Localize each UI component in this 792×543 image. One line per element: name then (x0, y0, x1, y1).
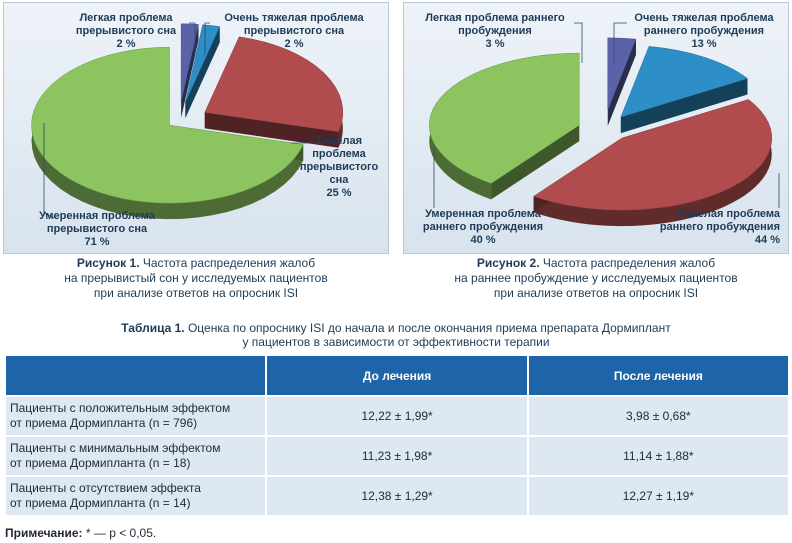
pie-slice-top (429, 52, 580, 184)
chart1-label-moderate: Умеренная проблема прерывистого сна 71 % (39, 210, 155, 248)
chart1-label-very-severe: Очень тяжелая проблема прерывистого сна … (224, 12, 364, 50)
figure-1-text: Частота распределения жалоб на прерывист… (64, 256, 328, 300)
figure-2-text: Частота распределения жалоб на раннее пр… (454, 256, 738, 300)
row-value-after: 11,14 ± 1,88* (526, 435, 791, 477)
pie-slice-wall (204, 112, 339, 148)
table-header-empty (3, 354, 268, 397)
row-value-after: 12,27 ± 1,19* (526, 475, 791, 517)
pie-slice-top (185, 24, 221, 103)
figure-1-caption: Рисунок 1. Частота распределения жалоб н… (3, 256, 389, 301)
row-value-before: 11,23 ± 1,98* (265, 435, 529, 477)
row-value-before: 12,22 ± 1,99* (265, 395, 529, 437)
chart-panel-2: Легкая проблема раннего пробуждения 3 % … (403, 2, 789, 254)
pie-slice (31, 46, 304, 220)
pie-slice-top (180, 23, 199, 102)
pie-slice-top (620, 46, 749, 118)
chart2-label-light: Легкая проблема раннего пробуждения 3 % (425, 12, 565, 50)
chart-panel-1: Легкая проблема прерывистого сна 2 % Оче… (3, 2, 389, 254)
table-note: Примечание: * — p < 0,05. (5, 526, 156, 540)
note-text: * — p < 0,05. (82, 526, 157, 540)
pie-chart-1 (31, 22, 344, 220)
pie-slice (204, 36, 344, 148)
figure-2-number: Рисунок 2. (476, 256, 540, 270)
pie-slice-top (533, 99, 772, 211)
leader-line (574, 22, 583, 63)
pie-slice (620, 46, 749, 134)
chart1-label-severe: Тяжелая проблема прерывистого сна 25 % (299, 135, 379, 199)
table-row: Пациенты с положительным эффектом от при… (3, 395, 791, 437)
table-row: Пациенты с отсутствием эффекта от приема… (3, 475, 791, 517)
pie-slice (607, 37, 637, 126)
isi-table: До лечения После лечения Пациенты с поло… (3, 354, 791, 517)
figure-2-caption: Рисунок 2. Частота распределения жалоб н… (403, 256, 789, 301)
leader-line (189, 22, 196, 55)
pie-slice-top (204, 36, 344, 133)
figure-1-number: Рисунок 1. (76, 256, 140, 270)
chart2-label-very-severe: Очень тяжелая проблема раннего пробужден… (634, 12, 774, 50)
pie-slice-wall (181, 24, 199, 118)
table-row: Пациенты с минимальным эффектом от прием… (3, 435, 791, 477)
row-label: Пациенты с положительным эффектом от при… (3, 395, 268, 437)
pie-slice (533, 99, 772, 227)
pie-slice-top (607, 37, 637, 110)
table-number: Таблица 1. (121, 321, 185, 335)
pie-slice-wall (185, 26, 220, 119)
table-header-after: После лечения (526, 354, 791, 397)
pie-slice-side (533, 99, 772, 227)
pie-chart-2 (429, 22, 780, 227)
row-value-after: 3,98 ± 0,68* (526, 395, 791, 437)
row-label: Пациенты с минимальным эффектом от прием… (3, 435, 268, 477)
leader-line (43, 123, 55, 219)
pie-slice (429, 52, 580, 200)
pie-slice (180, 23, 199, 118)
row-value-before: 12,38 ± 1,29* (265, 475, 529, 517)
table-title: Таблица 1. Оценка по опроснику ISI до на… (0, 321, 792, 349)
chart2-label-moderate: Умеренная проблема раннего пробуждения 4… (422, 208, 544, 246)
table-header-row: До лечения После лечения (3, 354, 791, 397)
note-label: Примечание: (5, 526, 83, 540)
pie-slice (185, 24, 221, 119)
table-header-before: До лечения (265, 354, 529, 397)
leader-line (613, 22, 627, 65)
pie-slice-wall (491, 125, 580, 200)
leader-line (204, 22, 210, 55)
pie-slice-wall (607, 39, 636, 126)
pie-slice-top (31, 46, 304, 204)
chart1-label-light: Легкая проблема прерывистого сна 2 % (75, 12, 177, 50)
pie-slice-wall (620, 78, 748, 134)
table-title-text: Оценка по опроснику ISI до начала и посл… (187, 321, 671, 349)
chart2-label-severe: Тяжелая проблема раннего пробуждения 44 … (659, 208, 780, 246)
row-label: Пациенты с отсутствием эффекта от приема… (3, 475, 268, 517)
